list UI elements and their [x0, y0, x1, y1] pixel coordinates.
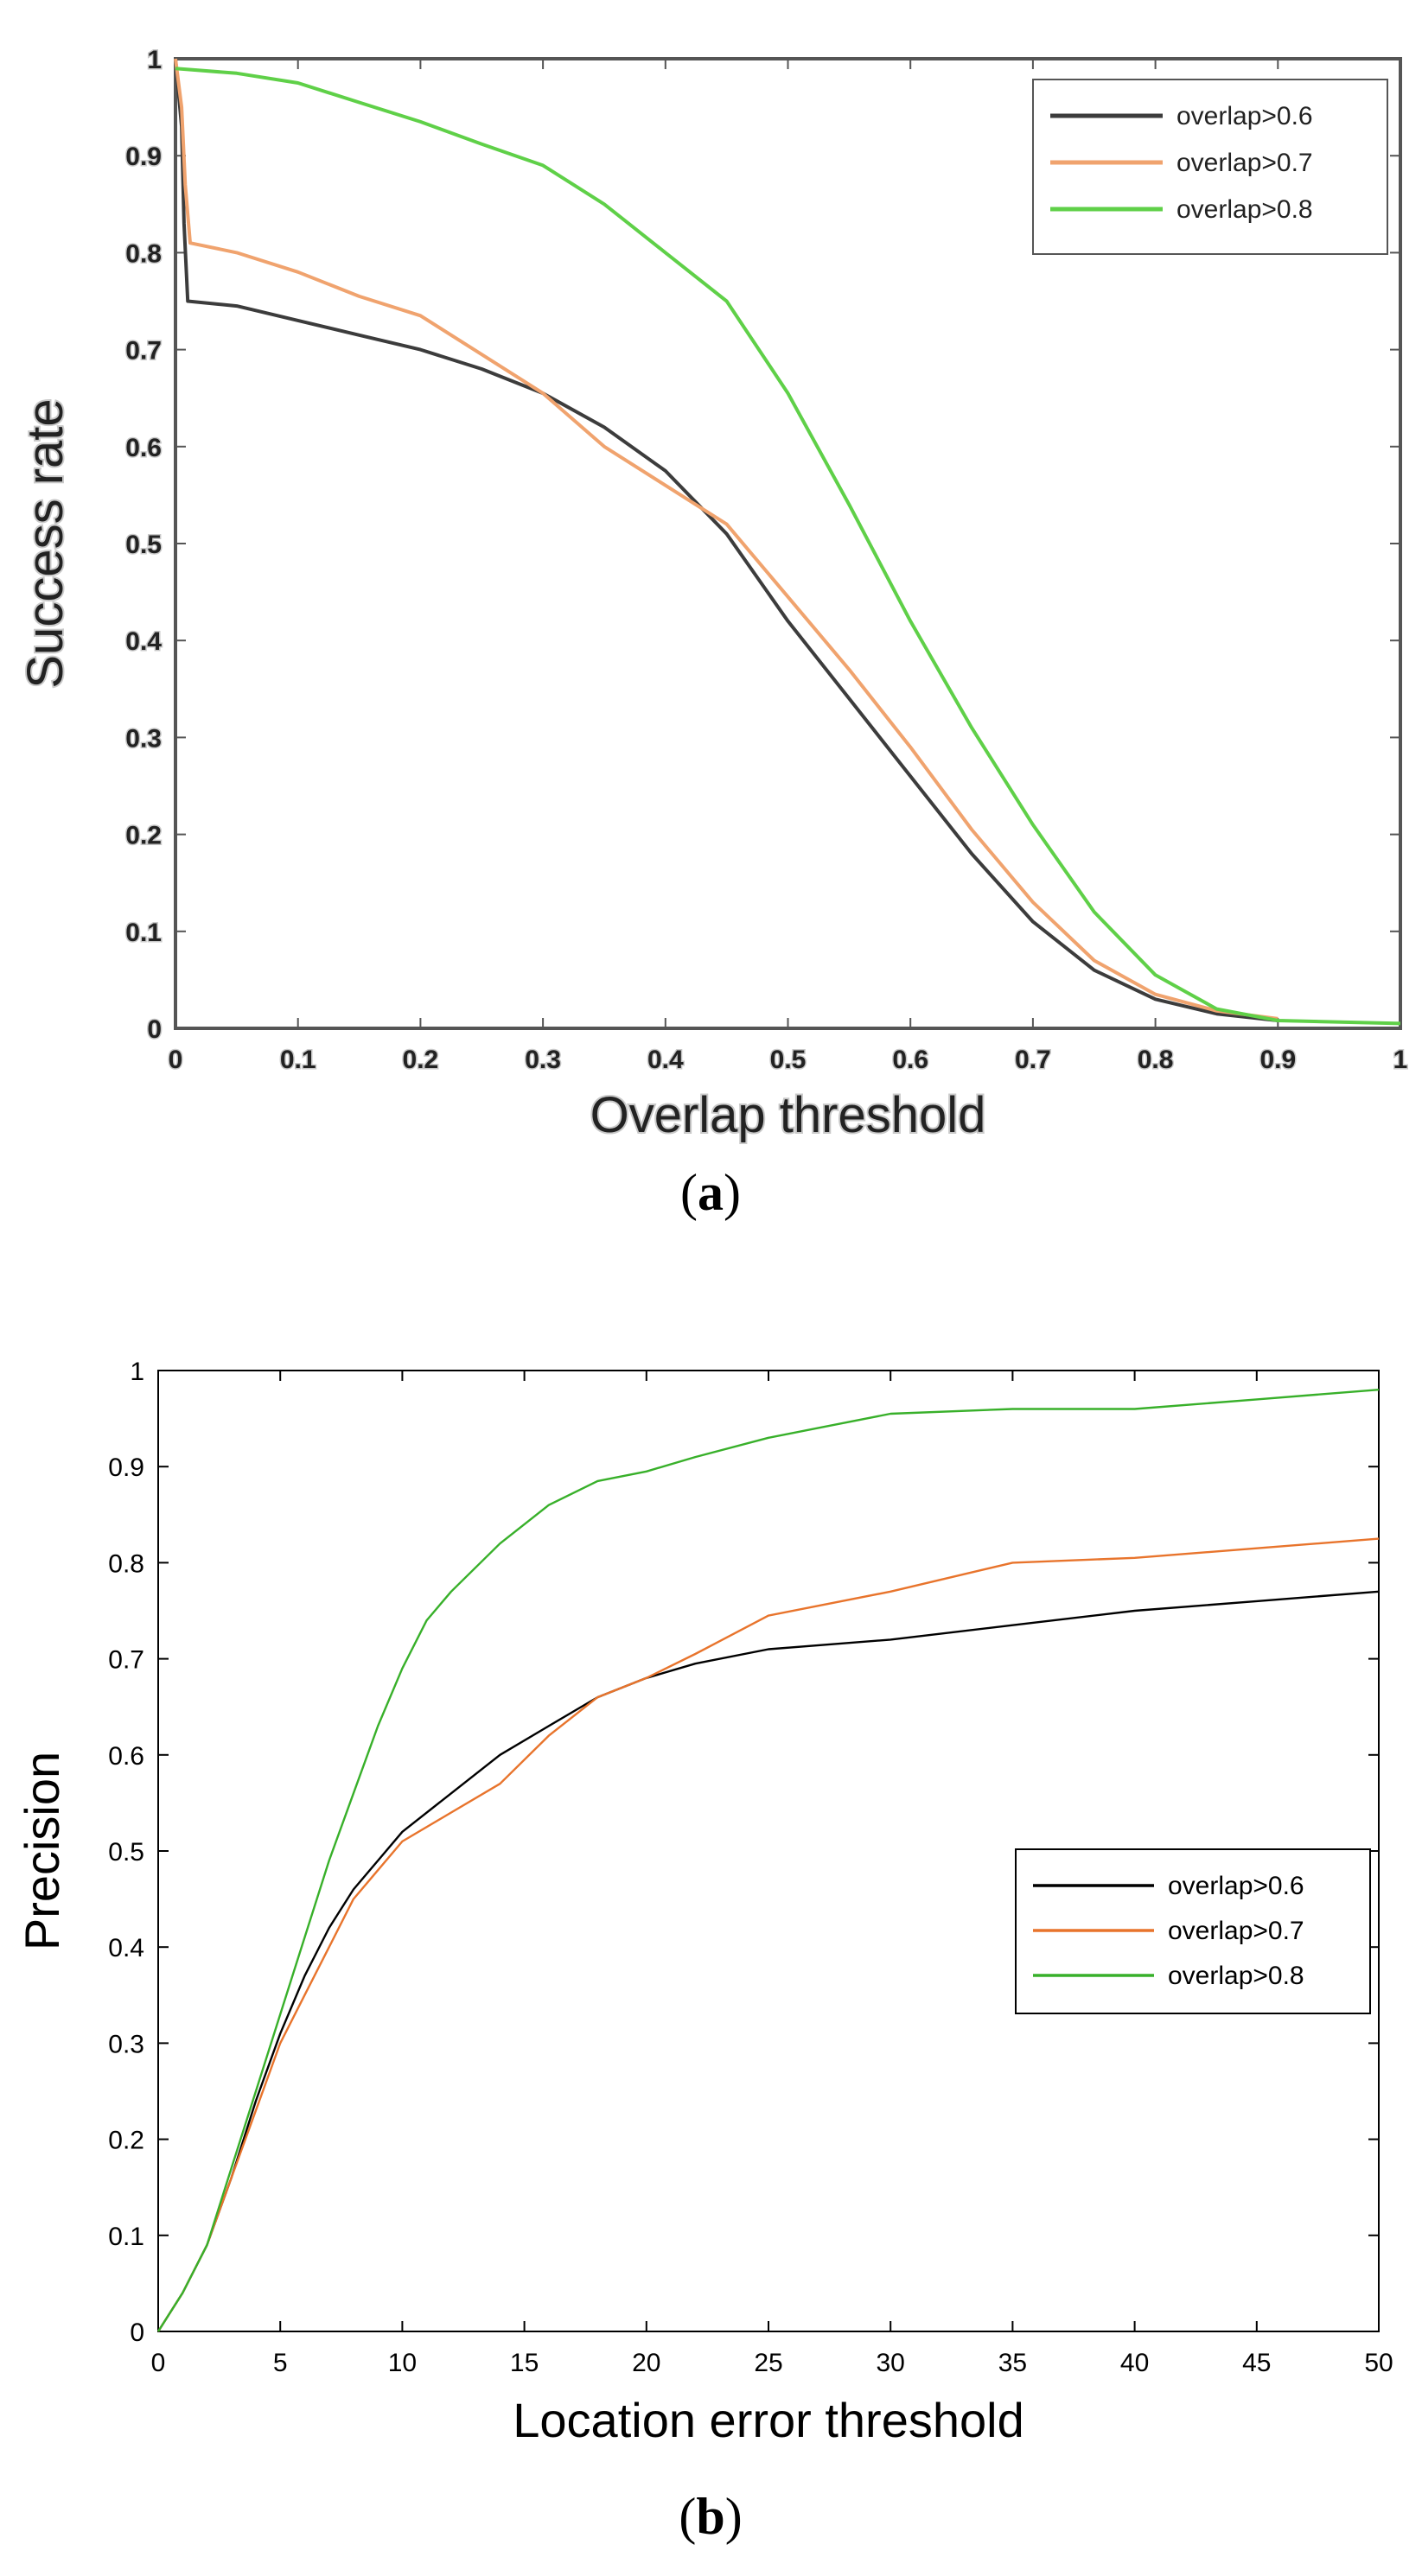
panel-caption-letter: b: [696, 2488, 724, 2545]
x-tick-label: 0.7: [1015, 1046, 1051, 1074]
y-tick-label: 0.1: [108, 2223, 144, 2251]
x-tick-label: 0.6: [892, 1046, 928, 1074]
y-tick-label: 0.8: [108, 1549, 144, 1578]
x-tick-label: 0: [151, 2349, 166, 2377]
y-tick-label: 0.3: [125, 724, 162, 753]
y-tick-label: 0.1: [125, 919, 162, 947]
figure-panel-b: 0 5 10 15 20 25 30 35 40 45 50 0 0.1 0.2 0.3 0.4 0.5 0.6 0…: [0, 1313, 1422, 2576]
y-tick-label: 0.8: [125, 239, 162, 268]
y-axis-title: Precision: [15, 1752, 69, 1950]
series-line-overlap-0-6: [156, 1590, 1380, 2332]
panel-caption: (a): [680, 1164, 741, 1221]
series-line-overlap-0-8: [175, 67, 1401, 1026]
panel-caption-letter: a: [698, 1164, 724, 1221]
legend-label: overlap>0.8: [1176, 195, 1313, 224]
panel-caption: (b): [679, 2488, 742, 2545]
y-tick-label: 1: [147, 46, 162, 74]
y-tick-label: 0: [130, 2318, 144, 2347]
legend: overlap>0.6 overlap>0.7 overlap>0.8: [1015, 1848, 1371, 2014]
legend-label: overlap>0.8: [1168, 1962, 1304, 1990]
x-tick-label: 10: [388, 2349, 417, 2377]
x-tick-label: 0.3: [525, 1046, 561, 1074]
x-tick-label: 0.9: [1259, 1046, 1296, 1074]
y-tick-label: 0.5: [125, 531, 162, 559]
x-tick-label: 0.4: [647, 1046, 684, 1074]
y-tick-label: 0.7: [125, 337, 162, 366]
figure-panel-a: 0 0.1 0.2 0.3 0.4 0.5 0.6 0.7 0.8 0.9 1 0 0.1 0.2 0.3 0…: [0, 0, 1422, 1227]
x-tick-label: 35: [998, 2349, 1027, 2377]
x-tick-label: 0.5: [770, 1046, 807, 1074]
series-line-overlap-0-6: [174, 58, 1279, 1022]
legend-box: [1032, 79, 1388, 255]
x-tick-label: 1: [1393, 1046, 1408, 1074]
legend: overlap>0.6 overlap>0.7 overlap>0.8: [1032, 79, 1388, 255]
success-rate-chart: 0 0.1 0.2 0.3 0.4 0.5 0.6 0.7 0.8 0.9 1 0 0.1 0.2 0.3 0…: [16, 45, 1409, 1222]
y-axis-title: Success rate: [17, 398, 73, 688]
x-tick-label: 5: [273, 2349, 288, 2377]
y-tick-label: 0.3: [108, 2030, 144, 2058]
series-line-overlap-0-8: [156, 1389, 1380, 2332]
x-tick-label: 20: [632, 2349, 660, 2377]
y-tick-label: 0.2: [108, 2127, 144, 2155]
y-tick-label: 0.7: [108, 1646, 144, 1675]
x-tick-label: 0: [169, 1046, 183, 1074]
legend-label: overlap>0.6: [1168, 1872, 1304, 1900]
series-line-overlap-0-7: [174, 58, 1279, 1021]
y-tick-label: 0.9: [125, 143, 162, 171]
x-axis-title: Overlap threshold: [590, 1087, 986, 1143]
y-tick-label: 0.6: [125, 434, 162, 462]
x-tick-label: 25: [754, 2349, 782, 2377]
x-axis-title: Location error threshold: [513, 2393, 1023, 2447]
y-tick-label: 0.4: [108, 1934, 144, 1962]
x-tick-label: 40: [1120, 2349, 1149, 2377]
y-tick-label: 0.5: [108, 1838, 144, 1867]
y-tick-label: 0: [147, 1015, 162, 1044]
x-tick-label: 0.2: [403, 1046, 439, 1074]
legend-label: overlap>0.7: [1168, 1917, 1304, 1945]
legend-label: overlap>0.6: [1176, 102, 1313, 130]
x-tick-label: 30: [877, 2349, 905, 2377]
precision-chart: 0 5 10 15 20 25 30 35 40 45 50 0 0.1 0.2 0.3 0.4 0.5 0.6 0…: [15, 1358, 1393, 2545]
series-line-overlap-0-7: [156, 1537, 1380, 2332]
y-tick-label: 0.2: [125, 822, 162, 850]
y-tick-label: 0.6: [108, 1742, 144, 1771]
x-tick-label: 50: [1364, 2349, 1393, 2377]
x-tick-label: 45: [1242, 2349, 1271, 2377]
x-tick-label: 15: [510, 2349, 539, 2377]
y-tick-label: 1: [130, 1358, 144, 1386]
x-tick-label: 0.8: [1138, 1046, 1174, 1074]
y-tick-label: 0.4: [125, 627, 162, 656]
y-tick-label: 0.9: [108, 1453, 144, 1482]
legend-label: overlap>0.7: [1176, 149, 1313, 177]
x-tick-label: 0.1: [280, 1046, 316, 1074]
